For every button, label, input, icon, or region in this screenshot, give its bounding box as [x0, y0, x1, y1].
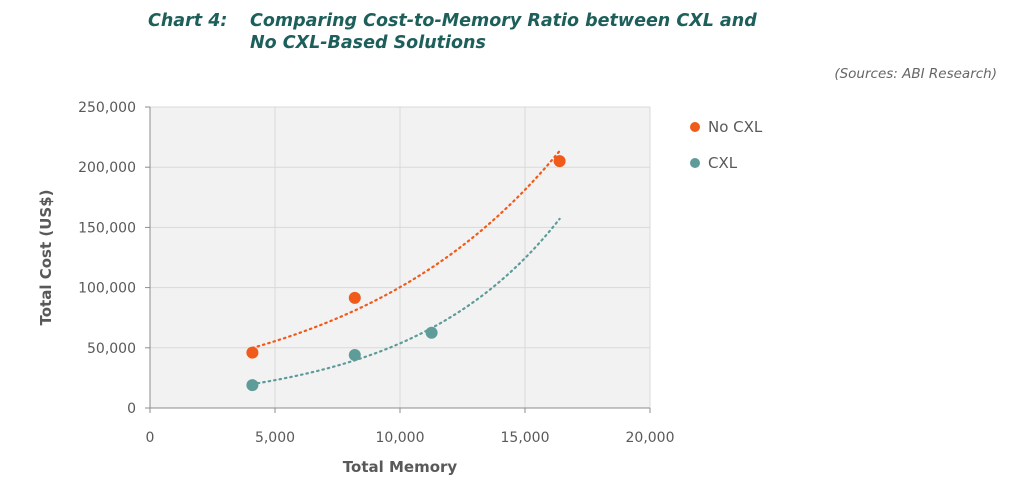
data-point-no-cxl — [246, 346, 259, 359]
chart-number: Chart 4: — [148, 11, 228, 31]
y-tick-label: 0 — [127, 401, 136, 417]
x-tick-label: 10,000 — [376, 430, 425, 446]
y-axis-title: Total Cost (US$) — [37, 190, 55, 326]
x-axis-title: Total Memory — [343, 458, 458, 476]
trendline-no-cxl — [251, 149, 561, 350]
data-point-cxl — [348, 349, 361, 362]
legend-marker — [690, 158, 700, 168]
legend-marker — [690, 122, 700, 132]
data-point-no-cxl — [348, 291, 361, 304]
source-note: (Sources: ABI Research) — [834, 66, 997, 82]
y-tick-label: 100,000 — [78, 281, 136, 297]
chart-title: Comparing Cost-to-Memory Ratio between C… — [250, 11, 757, 53]
x-tick-label: 20,000 — [626, 430, 675, 446]
data-point-no-cxl — [553, 155, 566, 168]
y-tick-label: 200,000 — [78, 160, 136, 176]
axes: 0 5,000 10,000 15,000 20,000 0 50,000 100,000 15… — [78, 100, 674, 446]
gridlines — [150, 106, 651, 408]
x-tick-label: 5,000 — [255, 430, 295, 446]
x-tick-label: 0 — [146, 430, 155, 446]
trendline-cxl — [251, 217, 561, 386]
y-tick-label: 250,000 — [78, 100, 136, 116]
trendlines — [251, 149, 561, 386]
legend-label: No CXL — [708, 118, 763, 136]
y-tick-label: 50,000 — [87, 341, 136, 357]
data-points — [246, 155, 566, 392]
data-point-cxl — [425, 326, 438, 339]
x-tick-label: 15,000 — [501, 430, 550, 446]
legend-label: CXL — [708, 154, 738, 172]
y-tick-label: 150,000 — [78, 220, 136, 236]
legend: No CXL CXL — [690, 118, 763, 172]
data-point-cxl — [246, 379, 259, 392]
